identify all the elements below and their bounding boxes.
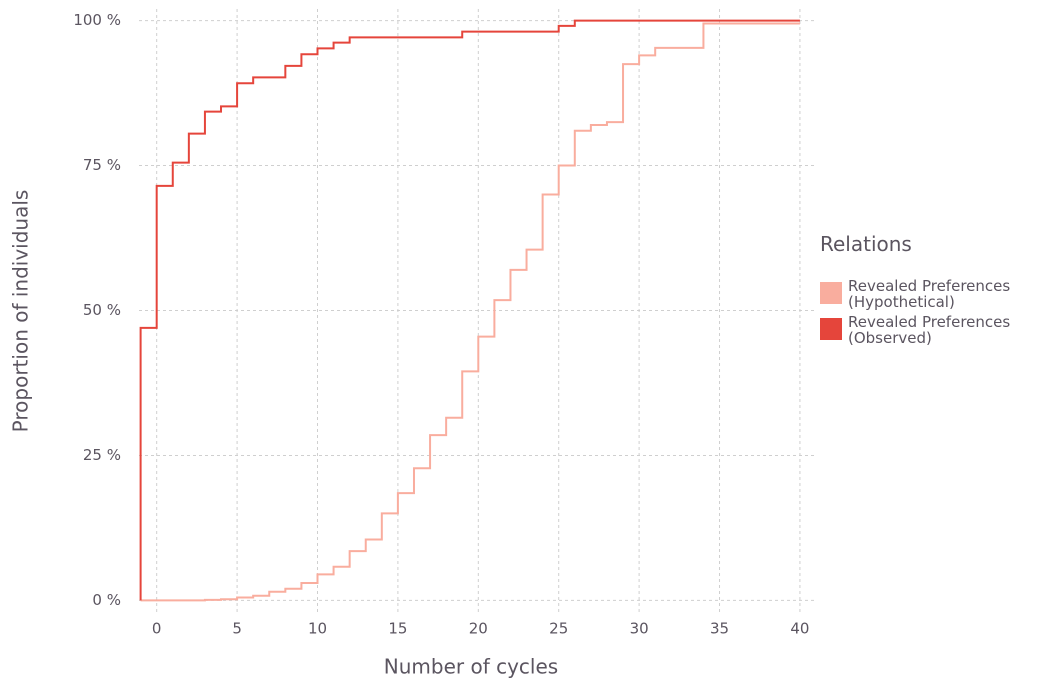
legend-item: Revealed Preferences (Observed): [820, 314, 1045, 346]
legend-label: Revealed Preferences (Observed): [848, 313, 1011, 347]
y-tick-label: 25 %: [83, 446, 121, 464]
x-tick-label: 25: [549, 620, 568, 638]
legend: Relations Revealed Preferences (Hypothet…: [820, 232, 1045, 350]
x-tick-label: 20: [469, 620, 488, 638]
x-tick-label: 5: [232, 620, 242, 638]
y-tick-label: 75 %: [83, 156, 121, 174]
y-tick-label: 50 %: [83, 301, 121, 319]
legend-key: [820, 318, 842, 340]
x-tick-label: 0: [152, 620, 162, 638]
legend-item: Revealed Preferences (Hypothetical): [820, 278, 1045, 310]
x-tick-label: 30: [630, 620, 649, 638]
x-tick-label: 40: [790, 620, 809, 638]
x-tick-label: 35: [710, 620, 729, 638]
step-line: [139, 19, 800, 601]
y-axis-label: Proportion of individuals: [9, 190, 33, 433]
x-tick-label: 10: [308, 620, 327, 638]
y-tick-label: 100 %: [73, 11, 121, 29]
legend-key: [820, 282, 842, 304]
x-tick-label: 15: [388, 620, 407, 638]
step-line: [140, 22, 800, 602]
legend-label: Revealed Preferences (Hypothetical): [848, 277, 1011, 311]
x-axis-label: Number of cycles: [384, 655, 558, 679]
legend-title: Relations: [820, 232, 912, 256]
y-tick-label: 0 %: [92, 591, 121, 609]
